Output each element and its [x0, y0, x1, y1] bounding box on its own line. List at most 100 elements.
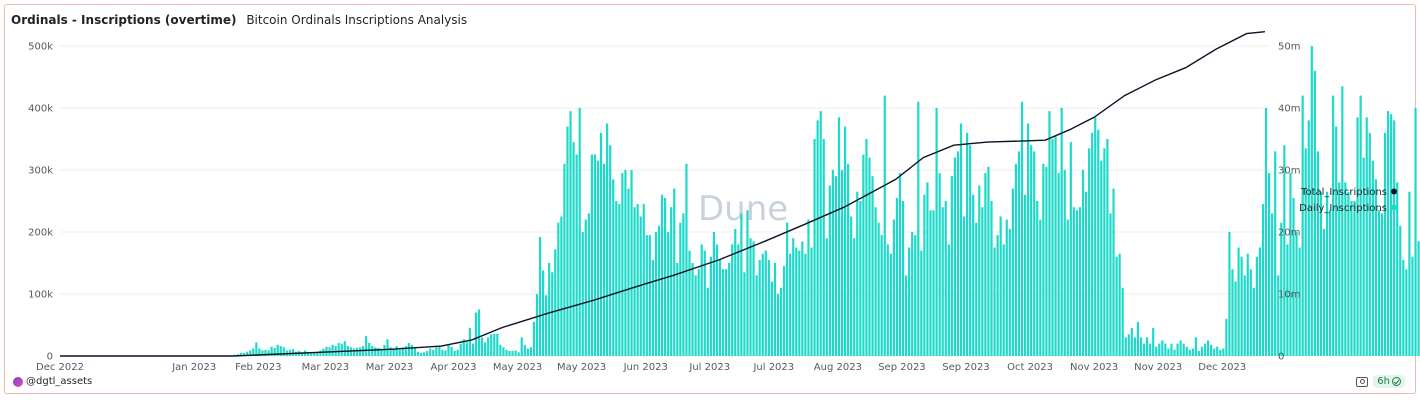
daily-bar	[752, 241, 755, 356]
daily-bar	[1097, 129, 1100, 356]
daily-bar	[465, 342, 468, 356]
daily-bar	[731, 244, 734, 356]
daily-bar	[1383, 132, 1387, 356]
daily-bar	[688, 250, 691, 356]
daily-bar	[493, 333, 496, 356]
daily-bar	[941, 207, 944, 356]
daily-bar	[355, 347, 359, 356]
daily-bar	[432, 349, 435, 356]
daily-bar	[1161, 340, 1164, 356]
daily-bar	[612, 179, 615, 356]
x-tick-label: Aug 2023	[814, 362, 862, 373]
daily-bar	[1188, 349, 1191, 356]
daily-bar	[477, 309, 481, 356]
x-tick-label: Jan 2023	[171, 362, 216, 373]
daily-bar	[310, 353, 313, 356]
daily-bar	[700, 244, 703, 356]
daily-bar	[236, 354, 240, 356]
daily-bar	[691, 263, 694, 356]
daily-bar	[627, 188, 630, 356]
daily-bar	[374, 347, 377, 356]
daily-bar	[426, 351, 429, 356]
daily-bar	[337, 342, 340, 356]
dune-watermark: Dune	[698, 189, 788, 229]
x-tick-label: Nov 2023	[1070, 362, 1118, 373]
daily-bar	[743, 272, 746, 356]
daily-bar	[1274, 151, 1277, 356]
daily-bar	[1237, 247, 1240, 356]
daily-bar	[621, 173, 624, 356]
daily-bar	[1112, 188, 1115, 356]
daily-bar	[1142, 343, 1146, 356]
daily-bar	[728, 263, 731, 356]
x-tick-label: Jun 2023	[623, 362, 668, 373]
daily-bar	[523, 344, 526, 356]
daily-bar	[1027, 123, 1030, 356]
daily-bar	[874, 207, 877, 356]
daily-bar	[1075, 210, 1079, 356]
daily-bar	[276, 344, 279, 356]
daily-bar	[1353, 201, 1356, 356]
daily-bar	[514, 350, 517, 356]
y-left-tick-label: 100k	[28, 290, 53, 301]
daily-bar	[319, 350, 322, 356]
daily-bar	[1030, 145, 1033, 356]
refresh-badge[interactable]: 6h	[1373, 375, 1405, 388]
daily-bar	[371, 346, 374, 356]
daily-bar	[358, 347, 362, 356]
daily-bar	[642, 204, 645, 356]
daily-bar	[871, 176, 874, 356]
total-inscriptions-line	[60, 31, 1265, 357]
daily-bar	[962, 216, 966, 356]
daily-bar	[569, 111, 572, 356]
daily-bar	[1213, 348, 1216, 356]
daily-bar	[1100, 160, 1103, 356]
daily-bar	[703, 250, 706, 356]
daily-bar	[648, 235, 651, 356]
refresh-interval: 6h	[1377, 376, 1390, 387]
daily-bar	[837, 117, 841, 356]
daily-bar	[246, 351, 249, 356]
daily-bar	[1277, 275, 1280, 356]
daily-bar	[795, 247, 798, 356]
daily-bar	[920, 250, 923, 356]
daily-bar	[828, 185, 831, 356]
daily-bar	[1322, 228, 1326, 356]
daily-bar	[956, 151, 960, 356]
daily-bar	[1341, 86, 1344, 357]
author-link[interactable]: @dgtl_assets	[13, 376, 92, 387]
daily-bar	[1386, 111, 1390, 356]
daily-bar	[496, 333, 499, 356]
daily-bar	[593, 154, 597, 356]
x-tick-label: Jul 2023	[752, 362, 794, 373]
daily-bar	[709, 256, 712, 356]
daily-bar	[767, 259, 770, 356]
daily-bar	[1298, 247, 1301, 356]
legend: Total_Inscriptions Daily_Inscriptions	[1299, 187, 1397, 214]
daily-bar	[1335, 126, 1338, 356]
daily-bar	[1234, 281, 1237, 356]
daily-bar	[1344, 182, 1347, 356]
daily-bar	[316, 351, 319, 356]
camera-icon[interactable]	[1356, 376, 1369, 387]
daily-bar	[990, 201, 993, 356]
daily-bar	[602, 163, 606, 356]
y-left-tick-label: 500k	[28, 42, 53, 53]
y-left-tick-label: 300k	[28, 166, 53, 177]
daily-bar	[1219, 349, 1222, 356]
daily-bar	[975, 222, 978, 356]
daily-bar	[398, 349, 401, 356]
daily-bar	[1139, 337, 1143, 356]
daily-bar	[1182, 343, 1185, 356]
daily-bar	[694, 275, 697, 356]
daily-bar	[596, 160, 600, 356]
daily-bar	[737, 244, 740, 356]
daily-bar	[1316, 151, 1320, 356]
daily-bar	[1243, 275, 1246, 356]
daily-bar	[1261, 204, 1265, 356]
daily-bar	[1280, 222, 1283, 356]
daily-bar	[1042, 163, 1045, 356]
daily-bar	[706, 287, 709, 356]
daily-bar	[313, 352, 316, 356]
daily-bar	[978, 185, 981, 356]
